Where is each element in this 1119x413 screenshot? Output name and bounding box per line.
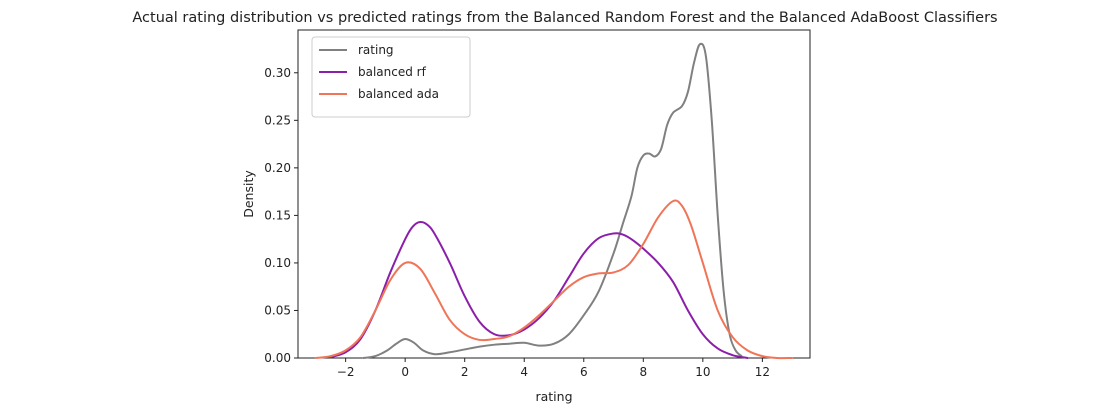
x-tick-label: 0 <box>401 365 409 379</box>
y-tick-label: 0.20 <box>264 161 291 175</box>
legend: rating balanced rf balanced ada <box>311 36 471 118</box>
legend-label-balanced-rf: balanced rf <box>358 65 427 79</box>
legend-label-rating: rating <box>358 43 394 57</box>
legend-box <box>311 36 471 118</box>
y-tick-label: 0.15 <box>264 208 291 222</box>
y-axis-label: Density <box>241 170 256 218</box>
y-tick-label: 0.00 <box>264 351 291 365</box>
x-axis-ticks: −2 0 2 4 6 8 10 12 <box>337 358 770 379</box>
series-line-balanced-ada <box>314 199 794 360</box>
x-tick-label: 4 <box>520 365 528 379</box>
chart-title: Actual rating distribution vs predicted … <box>132 10 997 26</box>
x-tick-label: 6 <box>580 365 588 379</box>
series-layer <box>314 42 794 360</box>
y-tick-label: 0.10 <box>264 256 291 270</box>
y-axis-ticks: 0.00 0.05 0.10 0.15 0.20 0.25 0.30 <box>264 66 298 365</box>
series-line-rating <box>362 42 743 359</box>
x-tick-label: 8 <box>639 365 647 379</box>
x-tick-label: 12 <box>755 365 770 379</box>
y-tick-label: 0.05 <box>264 303 291 317</box>
series-line-balanced-rf <box>329 220 749 359</box>
x-tick-label: 10 <box>695 365 710 379</box>
y-tick-label: 0.25 <box>264 113 291 127</box>
y-tick-label: 0.30 <box>264 66 291 80</box>
x-tick-label: 2 <box>461 365 469 379</box>
legend-label-balanced-ada: balanced ada <box>358 87 439 101</box>
x-tick-label: −2 <box>337 365 355 379</box>
x-axis-label: rating <box>535 389 572 404</box>
